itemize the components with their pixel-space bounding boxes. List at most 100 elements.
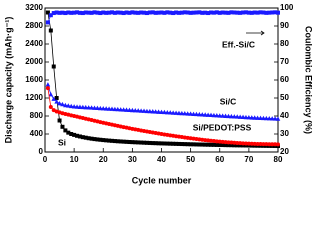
point (237, 114, 243, 119)
point (153, 141, 158, 146)
point (89, 136, 94, 141)
point (194, 136, 199, 141)
point (234, 114, 240, 119)
point (246, 10, 251, 15)
point (170, 110, 176, 115)
y2-tick-label: 30 (280, 129, 289, 138)
y2-tick-label: 80 (280, 39, 289, 48)
point (235, 143, 240, 148)
point (54, 96, 59, 100)
point (255, 115, 260, 120)
point (69, 10, 74, 15)
point (167, 110, 173, 115)
point (150, 141, 155, 146)
point (101, 10, 106, 15)
point (95, 105, 100, 111)
point (179, 110, 185, 116)
point (226, 10, 231, 15)
point (104, 10, 109, 15)
point (130, 140, 135, 145)
point (168, 141, 173, 146)
x-tick-label: 50 (186, 155, 195, 164)
point (217, 10, 222, 15)
point (191, 10, 196, 15)
point (156, 109, 161, 114)
point (197, 137, 202, 142)
point (150, 109, 156, 114)
point (173, 110, 179, 115)
point (217, 142, 222, 147)
point (45, 86, 50, 91)
point (107, 10, 112, 15)
point (72, 10, 77, 15)
point (185, 135, 190, 140)
point (273, 142, 278, 147)
point (86, 10, 91, 15)
point (57, 10, 62, 15)
point (264, 10, 269, 15)
point (191, 136, 196, 141)
point (197, 111, 202, 117)
point (249, 10, 254, 15)
point (130, 107, 135, 113)
point (109, 106, 115, 111)
point (60, 10, 65, 15)
point (241, 141, 246, 146)
point (243, 10, 248, 15)
point (200, 10, 205, 15)
x-axis-title: Cycle number (132, 175, 192, 185)
point (144, 11, 149, 16)
point (165, 109, 170, 115)
point (261, 115, 266, 121)
point (270, 10, 275, 15)
point (98, 137, 103, 142)
point (267, 142, 272, 147)
point (220, 10, 225, 15)
point (153, 10, 158, 15)
y-tick-label: 3200 (25, 3, 43, 12)
point (132, 107, 138, 113)
point (162, 109, 167, 115)
y2-tick-label: 100 (280, 3, 294, 12)
point (48, 92, 54, 97)
point (68, 103, 74, 109)
point (92, 137, 97, 142)
point (252, 115, 257, 120)
point (51, 11, 56, 16)
point (98, 11, 103, 16)
point (159, 10, 164, 15)
point (153, 109, 158, 114)
point (130, 10, 135, 15)
point (165, 10, 170, 15)
point (223, 113, 228, 118)
point (232, 140, 237, 145)
point (188, 142, 193, 147)
point (226, 143, 231, 148)
point (240, 114, 246, 120)
point (89, 105, 94, 110)
point (200, 142, 205, 147)
point (238, 143, 243, 148)
point (275, 116, 281, 121)
point (83, 10, 88, 15)
point (80, 135, 85, 140)
point (51, 96, 57, 101)
point (261, 10, 266, 15)
point (48, 105, 53, 109)
point (179, 10, 184, 15)
point (249, 115, 255, 120)
point (141, 108, 147, 113)
point (66, 10, 71, 15)
point (214, 139, 219, 144)
point (74, 104, 80, 109)
point (109, 10, 114, 15)
point (86, 136, 91, 141)
point (206, 138, 211, 143)
point (249, 141, 254, 146)
point (80, 11, 85, 16)
point (95, 10, 100, 15)
point (135, 108, 141, 113)
point (217, 139, 222, 144)
point (150, 10, 155, 15)
point (124, 107, 129, 112)
